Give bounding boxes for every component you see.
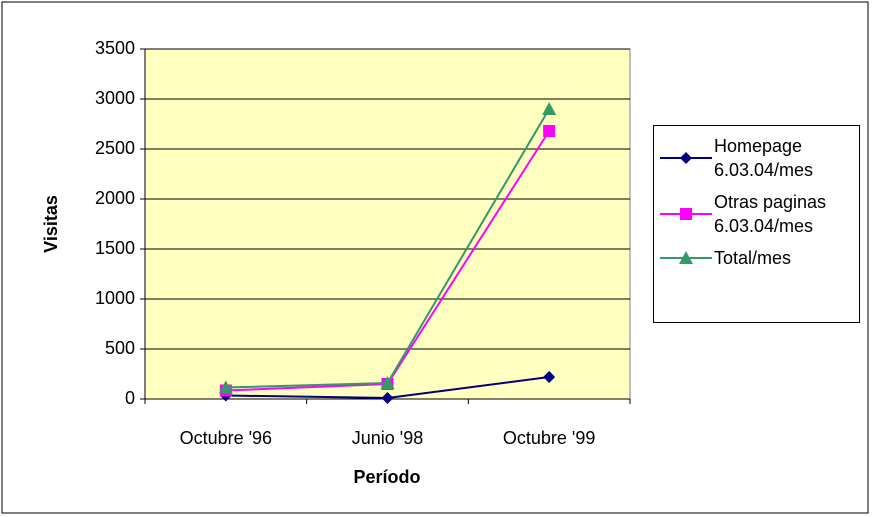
legend-swatch (660, 251, 712, 264)
legend-swatch (660, 208, 712, 220)
y-tick-label: 3500 (95, 38, 135, 58)
legend: Homepage 6.03.04/mes Otras paginas 6.03.0… (653, 125, 860, 323)
legend-label: Homepage 6.03.04/mes (714, 136, 814, 180)
legend-entry: Total/mes (658, 246, 859, 270)
marker (679, 251, 693, 264)
marker (680, 152, 692, 164)
x-tick-label: Octubre '96 (180, 428, 273, 448)
marker (380, 376, 395, 389)
y-tick-label: 0 (125, 388, 135, 408)
y-tick-label: 1500 (95, 238, 135, 258)
y-tick-label: 2000 (95, 188, 135, 208)
y-tick-label: 1000 (95, 288, 135, 308)
y-tick-label: 2500 (95, 138, 135, 158)
y-axis-title: Visitas (41, 195, 61, 253)
x-tick-label: Octubre '99 (503, 428, 596, 448)
legend-entry: Homepage 6.03.04/mes (658, 134, 859, 182)
legend-label: Otras paginas 6.03.04/mes (714, 192, 827, 236)
marker (381, 392, 394, 404)
marker (543, 125, 556, 137)
x-axis-title: Período (353, 467, 420, 487)
legend-label: Total/mes (714, 248, 792, 268)
plot-area (144, 48, 631, 400)
marker (218, 380, 233, 394)
x-tick-label: Junio '98 (352, 428, 424, 448)
legend-swatch (660, 152, 712, 164)
legend-entry: Otras paginas 6.03.04/mes (658, 190, 859, 238)
y-tick-label: 3000 (95, 88, 135, 108)
marker (680, 208, 692, 220)
marker (542, 102, 557, 115)
y-tick-label: 500 (105, 338, 135, 358)
marker (543, 371, 556, 383)
